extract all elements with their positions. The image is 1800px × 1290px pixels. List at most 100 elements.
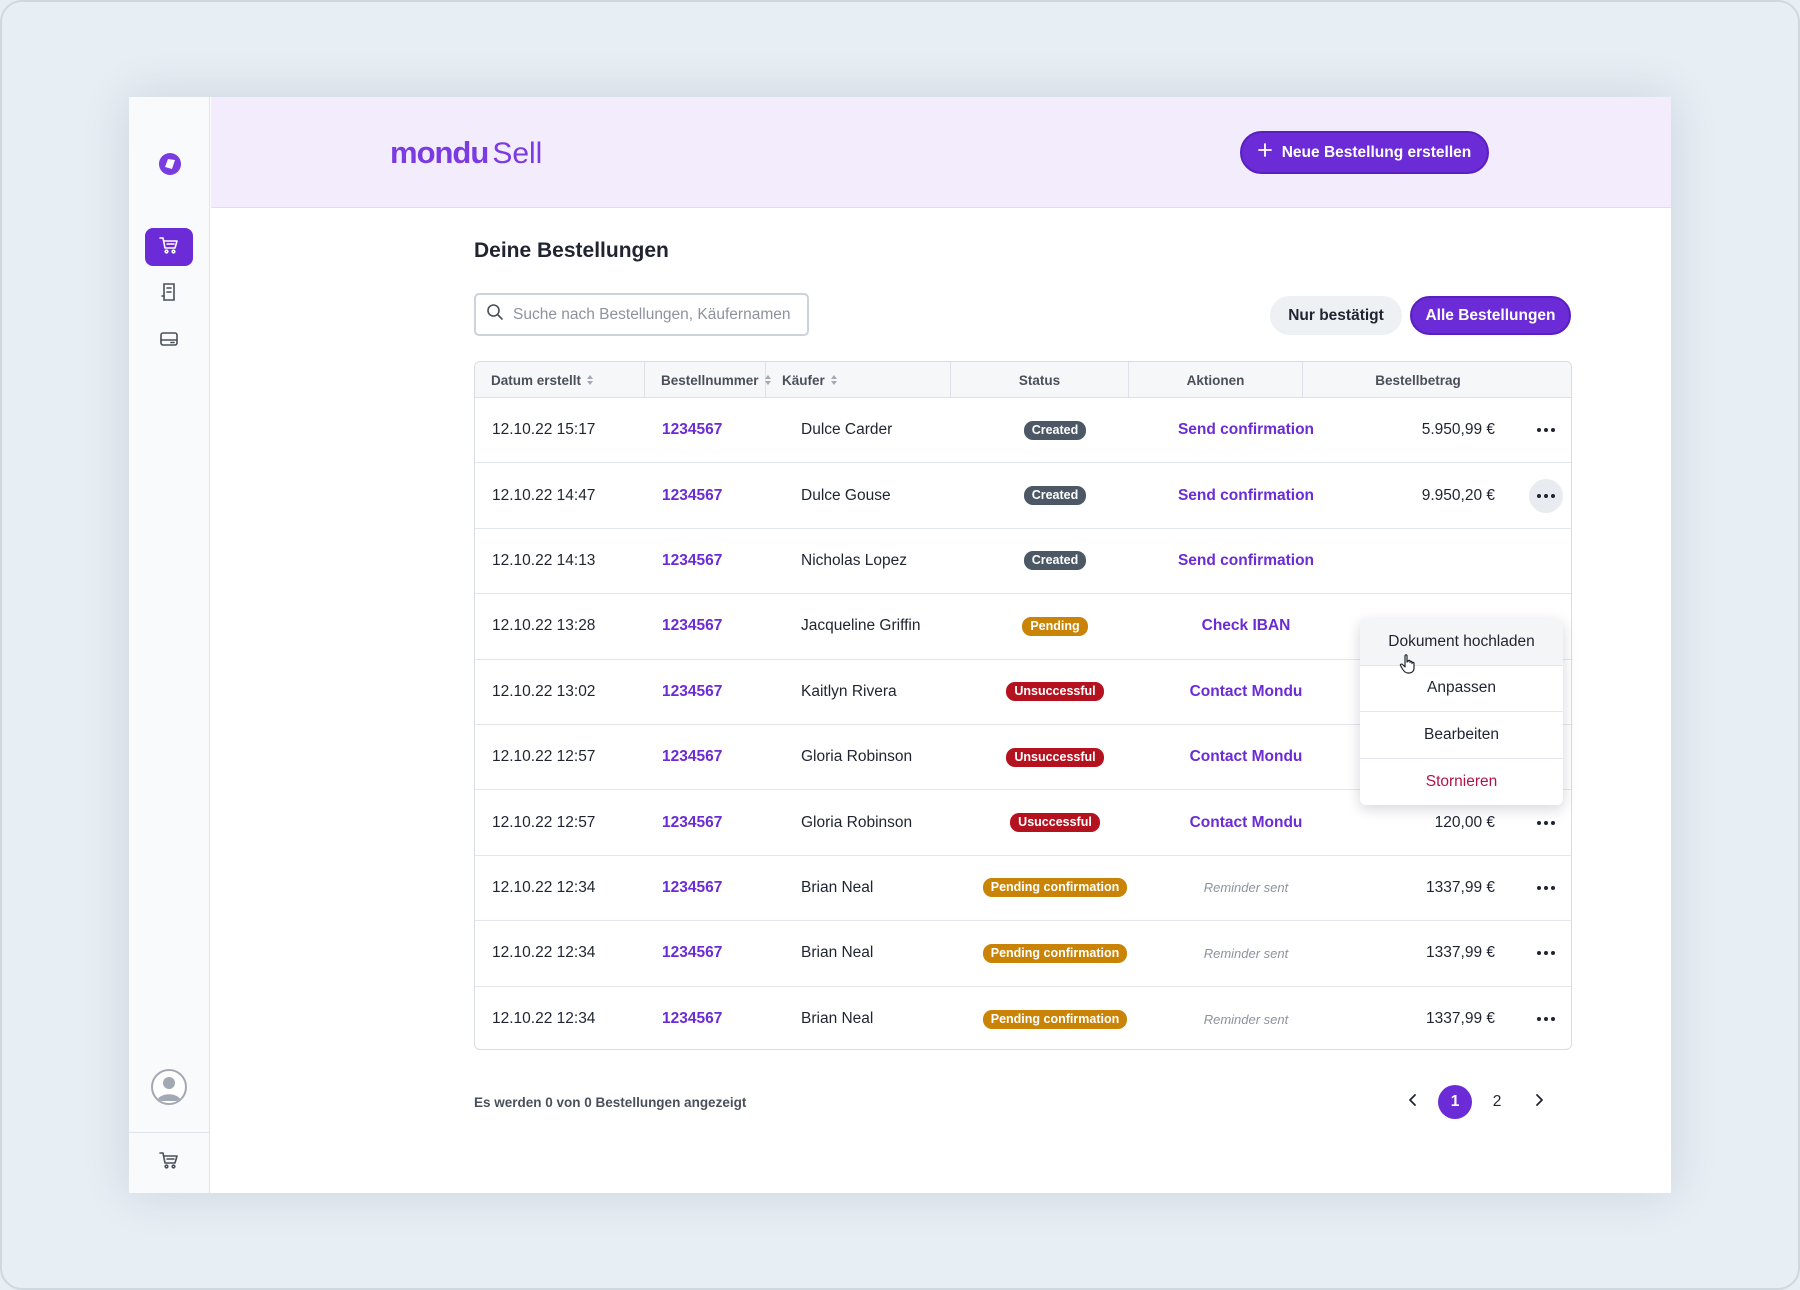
next-page-button[interactable] <box>1522 1085 1556 1119</box>
pagination: 1 2 <box>1396 1085 1556 1119</box>
row-order-number[interactable]: 1234567 <box>662 617 723 635</box>
top-header: mondu Sell Neue Bestellung erstellen <box>211 97 1671 208</box>
row-date: 12.10.22 14:13 <box>492 551 596 569</box>
row-amount: 120,00 € <box>1434 813 1495 831</box>
row-more-cell <box>1529 987 1563 1049</box>
sidebar-item-payments[interactable] <box>145 322 193 360</box>
table-row[interactable]: 12.10.22 12:57 1234567 Gloria Robinson Usuc… <box>475 790 1571 856</box>
column-actions: Aktionen <box>1129 362 1303 398</box>
row-date: 12.10.22 12:57 <box>492 748 596 766</box>
mondu-logo-icon[interactable] <box>157 151 183 177</box>
sidebar-item-orders[interactable] <box>145 228 193 266</box>
table-row[interactable]: 12.10.22 12:34 1234567 Brian Neal Pending c… <box>475 921 1571 987</box>
row-amount: 1337,99 € <box>1426 944 1495 962</box>
column-buyer-label: Käufer <box>782 372 825 388</box>
column-number-label: Bestellnummer <box>661 372 759 388</box>
table-row[interactable]: 12.10.22 15:17 1234567 Dulce Carder Created… <box>475 398 1571 464</box>
row-action-cell: Reminder sent <box>1141 856 1351 920</box>
results-summary: Es werden 0 von 0 Bestellungen angezeigt <box>474 1095 747 1110</box>
filter-all-button[interactable]: Alle Bestellungen <box>1410 296 1571 335</box>
row-action[interactable]: Send confirmation <box>1177 551 1315 569</box>
sidebar-bottom-cart[interactable] <box>145 1143 193 1181</box>
row-status-cell: Pending confirmation <box>965 856 1145 920</box>
row-order-number[interactable]: 1234567 <box>662 682 723 700</box>
row-action-cell: Send confirmation <box>1141 463 1351 527</box>
column-number[interactable]: Bestellnummer <box>645 362 771 398</box>
sidebar-item-invoices[interactable] <box>145 275 193 313</box>
more-options-button[interactable] <box>1529 936 1563 970</box>
row-date: 12.10.22 15:17 <box>492 421 596 439</box>
more-dots-icon <box>1537 428 1555 433</box>
row-order-number[interactable]: 1234567 <box>662 486 723 504</box>
column-date[interactable]: Datum erstellt <box>475 362 645 398</box>
row-action-cell: Contact Mondu <box>1141 660 1351 724</box>
status-badge: Created <box>1023 420 1087 440</box>
row-status-cell: Pending <box>965 594 1145 658</box>
row-action[interactable]: Check IBAN <box>1201 617 1291 635</box>
search-box[interactable] <box>474 293 809 336</box>
row-order-number[interactable]: 1234567 <box>662 813 723 831</box>
row-more-cell <box>1529 921 1563 985</box>
more-options-button[interactable] <box>1529 1002 1563 1036</box>
search-icon <box>486 303 504 326</box>
status-badge: Unsuccessful <box>1006 682 1104 702</box>
avatar[interactable] <box>151 1069 187 1105</box>
row-order-number[interactable]: 1234567 <box>662 1010 723 1028</box>
row-buyer: Gloria Robinson <box>801 748 913 766</box>
table-row[interactable]: 12.10.22 12:34 1234567 Brian Neal Pending c… <box>475 987 1571 1049</box>
more-options-button[interactable] <box>1529 413 1563 447</box>
table-row[interactable]: 12.10.22 14:47 1234567 Dulce Gouse Created S… <box>475 463 1571 529</box>
status-badge: Usuccessful <box>1010 813 1100 833</box>
table-row[interactable]: 12.10.22 12:34 1234567 Brian Neal Pending c… <box>475 856 1571 922</box>
brand-primary: mondu <box>390 135 489 170</box>
new-order-button[interactable]: Neue Bestellung erstellen <box>1240 131 1489 174</box>
filter-confirmed-button[interactable]: Nur bestätigt <box>1270 296 1402 335</box>
page-1-button[interactable]: 1 <box>1438 1085 1472 1119</box>
row-action-cell: Contact Mondu <box>1141 790 1351 854</box>
brand-secondary: Sell <box>492 137 543 170</box>
prev-page-button[interactable] <box>1396 1085 1430 1119</box>
table-row[interactable]: 12.10.22 13:28 1234567 Jacqueline Griffin P… <box>475 594 1571 660</box>
brand-logo[interactable]: mondu Sell <box>390 135 542 171</box>
status-badge: Created <box>1023 551 1087 571</box>
row-status-cell: Created <box>965 398 1145 462</box>
row-more-cell <box>1529 398 1563 462</box>
row-action[interactable]: Send confirmation <box>1177 421 1315 439</box>
status-badge: Unsuccessful <box>1006 747 1104 767</box>
menu-item-edit[interactable]: Bearbeiten <box>1360 712 1563 759</box>
sort-icon <box>586 374 594 386</box>
menu-item-upload-document[interactable]: Dokument hochladen <box>1360 619 1563 666</box>
row-action[interactable]: Send confirmation <box>1177 486 1315 504</box>
row-order-number[interactable]: 1234567 <box>662 421 723 439</box>
row-more-cell <box>1529 856 1563 920</box>
row-more-cell <box>1529 463 1563 527</box>
more-options-button[interactable] <box>1529 806 1563 840</box>
row-action: Reminder sent <box>1203 945 1289 961</box>
more-options-button[interactable] <box>1529 871 1563 905</box>
page-2-button[interactable]: 2 <box>1492 1093 1502 1110</box>
row-action[interactable]: Contact Mondu <box>1189 682 1303 700</box>
cart-icon <box>159 236 179 259</box>
app-window: mondu Sell Neue Bestellung erstellen Dei… <box>129 97 1671 1193</box>
row-order-number[interactable]: 1234567 <box>662 944 723 962</box>
column-amount: Bestellbetrag <box>1375 372 1461 388</box>
table-row[interactable]: 12.10.22 13:02 1234567 Kaitlyn Rivera Unsuc… <box>475 660 1571 725</box>
row-order-number[interactable]: 1234567 <box>662 878 723 896</box>
table-row[interactable]: 12.10.22 14:13 1234567 Nicholas Lopez Creat… <box>475 529 1571 595</box>
table-row[interactable]: 12.10.22 12:57 1234567 Gloria Robinson Unsu… <box>475 725 1571 791</box>
row-amount: 1337,99 € <box>1426 1010 1495 1028</box>
menu-item-cancel[interactable]: Stornieren <box>1425 772 1498 790</box>
status-badge: Pending confirmation <box>982 1009 1128 1029</box>
row-order-number[interactable]: 1234567 <box>662 748 723 766</box>
row-order-number[interactable]: 1234567 <box>662 551 723 569</box>
row-status-cell: Created <box>965 529 1145 593</box>
row-date: 12.10.22 14:47 <box>492 486 596 504</box>
row-date: 12.10.22 12:34 <box>492 878 596 896</box>
more-options-button[interactable] <box>1529 478 1563 513</box>
column-buyer[interactable]: Käufer <box>766 362 951 398</box>
row-action[interactable]: Contact Mondu <box>1189 748 1303 766</box>
menu-item-adjust[interactable]: Anpassen <box>1360 666 1563 712</box>
row-action[interactable]: Contact Mondu <box>1189 813 1303 831</box>
row-action-cell: Reminder sent <box>1141 987 1351 1049</box>
search-input[interactable] <box>513 305 793 324</box>
